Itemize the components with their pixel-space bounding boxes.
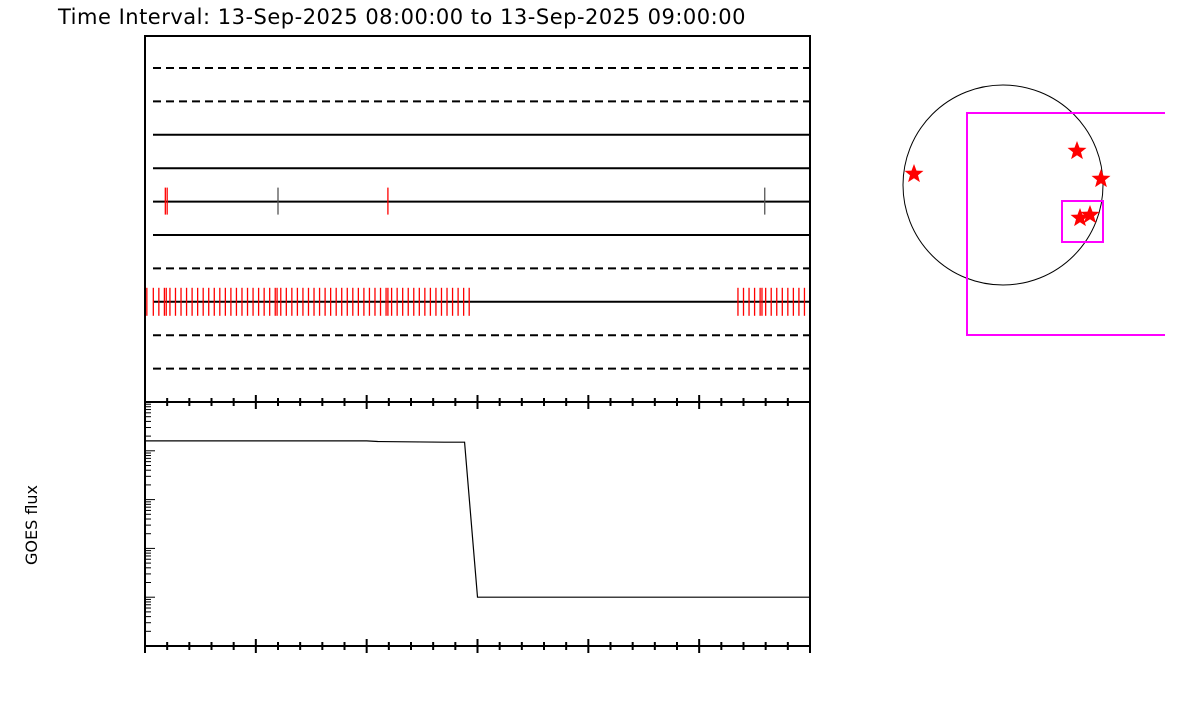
fov-box-small: [1061, 200, 1104, 243]
region-star-icon: [904, 164, 924, 183]
region-star-icon: [1067, 141, 1087, 160]
region-star-icon: [1070, 208, 1090, 227]
fov-box-large: [966, 112, 1165, 336]
goes-flux-line: [145, 440, 810, 598]
goes-ylabel: GOES flux: [22, 485, 41, 565]
goes-frame: [144, 401, 811, 647]
timeline-frame: [144, 35, 811, 403]
goes-flux-panel: GOES flux: [22, 395, 811, 653]
solar-limb: [902, 84, 1104, 286]
filter-timeline-panel: [144, 35, 811, 403]
region-star-icon: [1080, 205, 1100, 224]
sun-map: [902, 84, 1165, 336]
region-star-icon: [1091, 169, 1111, 188]
plot-title: Time Interval: 13-Sep-2025 08:00:00 to 1…: [57, 5, 746, 29]
